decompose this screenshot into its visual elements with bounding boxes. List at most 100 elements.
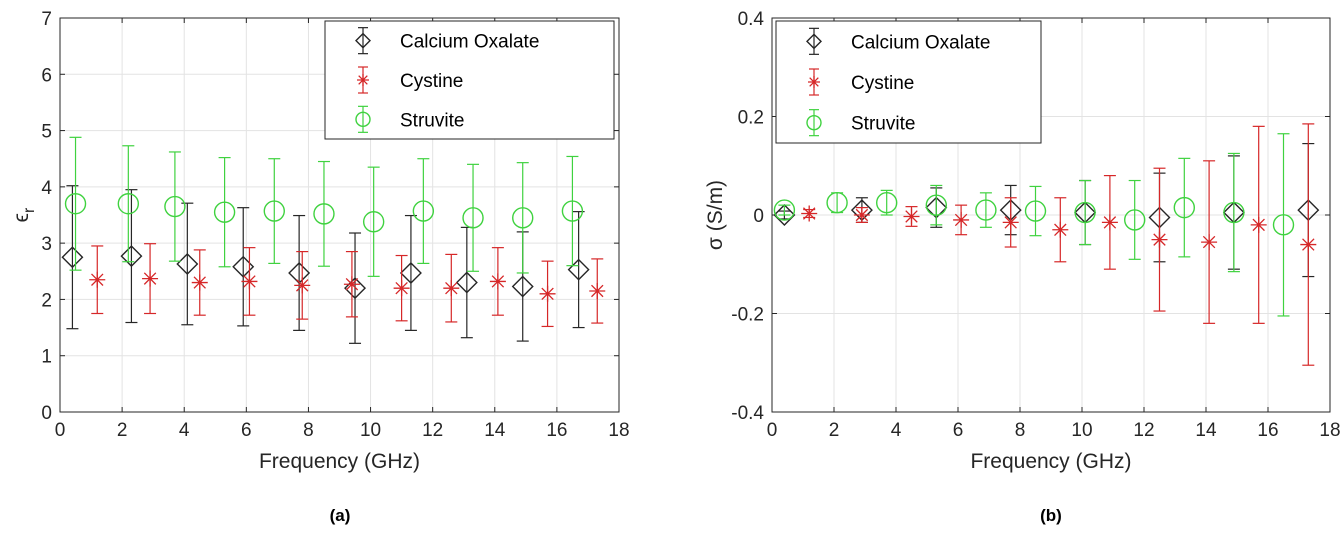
marker-star xyxy=(393,280,410,297)
y-tick-label: 0 xyxy=(753,206,764,227)
x-axis-label: Frequency (GHz) xyxy=(970,450,1131,473)
y-tick-label: 0 xyxy=(41,403,52,424)
marker-circle xyxy=(1223,201,1245,224)
y-tick-label: 4 xyxy=(41,178,52,199)
x-tick-label: 12 xyxy=(1133,420,1154,441)
x-tick-label: 16 xyxy=(1257,420,1278,441)
marker-star xyxy=(1101,214,1118,231)
chart-caption: (b) xyxy=(1040,506,1062,525)
marker-circle xyxy=(1173,196,1196,219)
x-tick-label: 14 xyxy=(1195,420,1217,441)
x-tick-label: 0 xyxy=(767,420,778,441)
marker-circle xyxy=(1074,201,1096,224)
marker-diamond xyxy=(455,271,478,294)
x-tick-label: 8 xyxy=(1015,420,1026,441)
marker-diamond xyxy=(61,246,84,269)
marker-circle xyxy=(561,200,584,222)
legend-label: Struvite xyxy=(400,110,464,131)
series-cystine xyxy=(89,243,606,328)
y-tick-label: 5 xyxy=(41,122,52,143)
marker-circle xyxy=(164,195,186,218)
marker-diamond xyxy=(567,258,590,281)
plot-frame xyxy=(59,17,620,413)
x-tick-label: 18 xyxy=(608,420,629,441)
marker-star xyxy=(1002,214,1019,231)
x-tick-label: 14 xyxy=(484,420,506,441)
x-tick-label: 4 xyxy=(179,420,190,441)
marker-diamond xyxy=(399,261,422,284)
y-axis-label-subscript: r xyxy=(21,207,38,213)
legend-label: Struvite xyxy=(851,114,915,135)
marker-star xyxy=(853,207,870,223)
marker-star xyxy=(1300,236,1317,253)
marker-star xyxy=(241,273,258,290)
marker-circle xyxy=(263,200,285,222)
x-tick-label: 2 xyxy=(117,420,128,441)
marker-circle xyxy=(826,191,848,214)
marker-star xyxy=(343,276,360,293)
x-tick-label: 6 xyxy=(953,420,964,441)
marker-star xyxy=(1201,234,1218,251)
x-axis-label: Frequency (GHz) xyxy=(259,450,420,473)
x-tick-label: 18 xyxy=(1319,420,1340,441)
marker-circle xyxy=(313,203,335,225)
marker-star xyxy=(801,205,818,222)
marker-star xyxy=(443,280,460,297)
y-tick-label: 1 xyxy=(41,347,52,368)
series-struvite xyxy=(773,133,1295,317)
marker-circle xyxy=(355,111,371,128)
legend-label: Calcium Oxalate xyxy=(851,32,990,53)
marker-star xyxy=(903,208,920,225)
marker-circle xyxy=(975,199,997,221)
x-tick-label: 0 xyxy=(55,420,66,441)
series-struvite xyxy=(64,136,584,277)
legend-label: Cystine xyxy=(851,73,914,94)
marker-star xyxy=(1151,231,1168,248)
x-tick-label: 4 xyxy=(891,420,902,441)
legend: Calcium Oxalate Cystine Struvite xyxy=(775,20,1042,144)
marker-star xyxy=(191,274,208,291)
marker-star xyxy=(142,270,159,287)
marker-circle xyxy=(1272,214,1295,236)
marker-star xyxy=(294,277,311,294)
y-tick-label: -0.2 xyxy=(731,305,764,326)
x-tick-label: 12 xyxy=(422,420,443,441)
marker-star xyxy=(539,285,556,302)
marker-star xyxy=(1250,216,1267,233)
marker-circle xyxy=(512,207,534,229)
marker-circle xyxy=(1024,200,1047,222)
y-tick-label: 0.2 xyxy=(738,108,764,129)
marker-star xyxy=(357,74,369,86)
legend: Calcium Oxalate Cystine Struvite xyxy=(324,20,615,140)
marker-star xyxy=(489,273,506,290)
marker-star xyxy=(808,76,820,88)
marker-star xyxy=(953,211,970,228)
marker-diamond xyxy=(806,33,822,50)
y-tick-label: -0.4 xyxy=(731,403,764,424)
marker-star xyxy=(89,271,106,288)
x-tick-label: 6 xyxy=(241,420,252,441)
marker-star xyxy=(589,282,606,299)
chart-b: 0 2 4 6 8 10 12 14 16 18 -0.4 -0.2 0 0.2 0.4 Frequency … xyxy=(704,9,1341,525)
marker-circle xyxy=(362,211,385,233)
y-axis-label: σ (S/m) xyxy=(704,180,727,250)
y-tick-label: 6 xyxy=(41,65,52,86)
marker-circle xyxy=(1123,209,1146,231)
marker-diamond xyxy=(511,275,534,298)
y-tick-label: 3 xyxy=(41,234,52,255)
x-tick-label: 16 xyxy=(546,420,567,441)
x-tick-label: 10 xyxy=(360,420,381,441)
marker-circle xyxy=(806,114,822,131)
marker-diamond xyxy=(355,32,371,49)
x-tick-label: 2 xyxy=(829,420,840,441)
marker-star xyxy=(1052,221,1069,238)
legend-label: Calcium Oxalate xyxy=(400,32,539,53)
x-tick-label: 10 xyxy=(1071,420,1092,441)
marker-circle xyxy=(462,207,484,229)
legend-box xyxy=(324,20,615,140)
y-tick-label: 0.4 xyxy=(738,9,765,30)
series-cystine xyxy=(801,123,1317,366)
